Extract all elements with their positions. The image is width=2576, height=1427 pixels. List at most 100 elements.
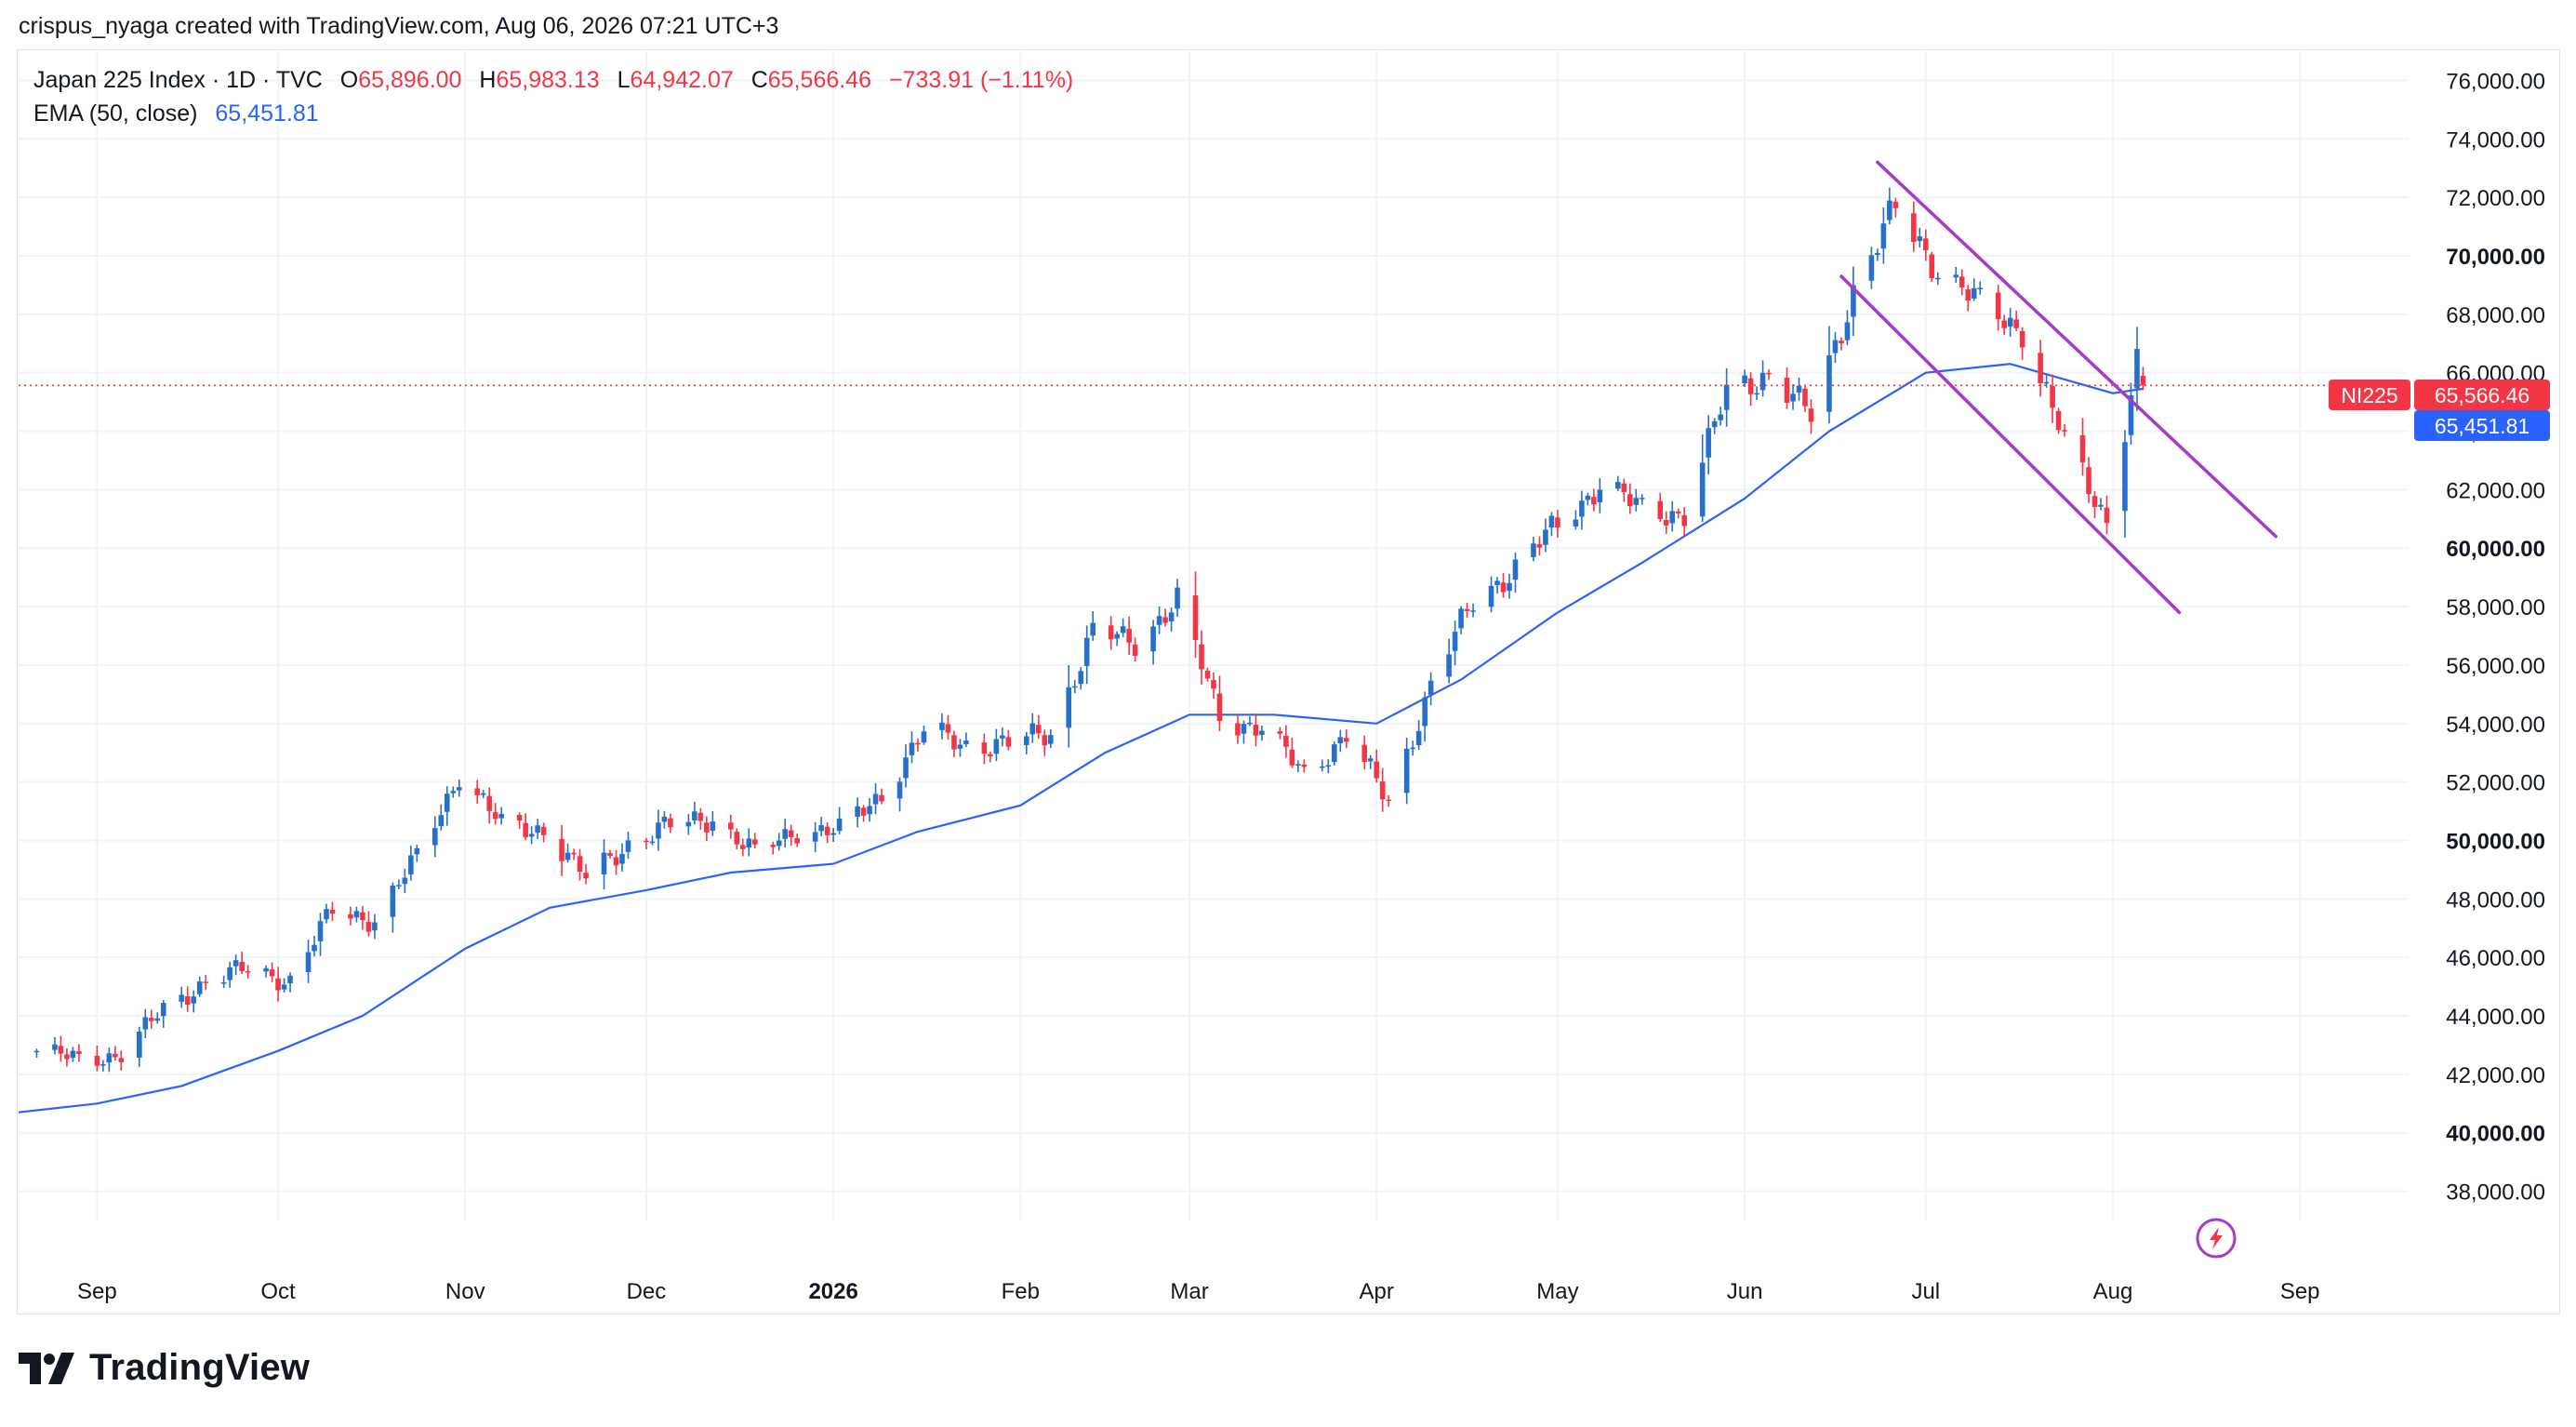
candle-body [329,909,336,914]
price-tick-label: 68,000.00 [2446,303,2545,328]
candle-body [408,855,414,874]
candle-body [312,944,317,952]
candle-body [1325,765,1332,767]
ema-label[interactable]: EMA (50, close) [33,100,198,127]
channel-lines[interactable] [1839,160,2277,615]
candle-body [438,815,445,827]
channel-trendline [1839,274,2182,615]
candle-body [1241,724,1247,734]
change-value: −733.91 (−1.11%) [888,67,1074,93]
candle-body [1555,517,1560,528]
candle-body [1723,384,1730,410]
time-tick-label: Sep [2280,1279,2320,1304]
candle-body [836,818,843,832]
price-tick-label: 74,000.00 [2446,127,2545,153]
time-tick-label: Apr [1360,1279,1394,1304]
candle-body [142,1017,149,1030]
candle-body [353,911,360,918]
candle-body [1875,253,1880,256]
candle-body [1832,340,1839,353]
tradingview-logo-icon [19,1352,74,1384]
candle-body [1162,617,1168,623]
candle-body [818,825,824,832]
time-axis[interactable]: Sep Oct Nov Dec 2026 Feb Mar Apr May Jun Jul Aug Sep [77,1279,2320,1304]
candle-body [1657,500,1664,519]
candle-body [1247,722,1253,725]
chart-frame[interactable] [17,49,2560,1314]
candle-body [782,829,789,839]
candle-body [981,742,988,754]
candle-body [1826,354,1832,412]
candle-body [148,1018,154,1021]
price-tick-label: 48,000.00 [2446,887,2545,913]
candle-body [746,838,752,848]
price-badges: NI225 65,566.46 65,451.81 [2329,380,2550,441]
candle-body [64,1054,70,1060]
symbol-description[interactable]: Japan 225 Index · 1D · TVC [33,67,323,93]
candle-body [625,840,631,852]
candle-body [704,822,710,833]
candle-body [1047,735,1054,744]
candle-body [1289,749,1295,766]
candle-body [1977,287,1984,289]
close-label: C [750,67,768,93]
candle-body [160,1003,166,1017]
candle-body [1120,626,1126,633]
candle-body [1343,738,1349,742]
candle-body [528,834,535,837]
candle-body [402,877,408,885]
candle-body [154,1018,161,1021]
candle-body [1204,670,1211,679]
candle-body [1379,781,1386,800]
candle-body [728,822,734,830]
candle-body [872,794,879,805]
candle-body [1320,766,1325,768]
low-label: L [617,67,631,93]
candle-body [770,845,777,847]
candle-body [583,873,589,879]
candle-body [1403,748,1410,794]
price-axis[interactable]: 76,000.00 74,000.00 72,000.00 70,000.00 68,0… [2446,69,2545,1205]
candle-body [1718,414,1723,420]
candle-body [1488,585,1494,607]
chart-credit: crispus_nyaga created with TradingView.c… [19,13,779,39]
candle-body [100,1063,106,1066]
price-chart[interactable]: 76,000.00 74,000.00 72,000.00 70,000.00 68,0… [0,0,2576,1321]
candle-body [1917,236,1923,242]
candle-body [903,757,909,779]
candle-body [1536,543,1543,548]
ema-line [18,363,2144,1114]
candle-body [287,975,293,984]
candle-body [324,909,329,920]
candle-body [1548,515,1555,528]
candle-body [2140,375,2146,386]
candle-body [1759,372,1766,391]
candle-body [1543,529,1548,545]
tradingview-logo[interactable]: TradingView [19,1347,310,1389]
lightning-icon[interactable] [2196,1218,2237,1259]
candle-body [571,852,577,855]
ema-row: EMA (50, close) 65,451.81 [33,97,1073,130]
candle-body [644,840,649,843]
candle-body [2086,467,2091,495]
candle-body [2091,496,2098,508]
candle-body [281,984,287,990]
candle-body [540,826,547,835]
price-tick-label: 46,000.00 [2446,946,2545,971]
candle-body [1494,580,1500,586]
price-tick-label: 70,000.00 [2446,245,2545,270]
candle-body [1253,724,1259,736]
candle-body [1295,764,1301,766]
candle-body [2079,434,2086,463]
candle-body [432,828,438,846]
candle-body [1959,276,1965,287]
time-tick-label: Feb [1002,1279,1040,1304]
candle-body [390,885,396,917]
candle-body [1507,582,1512,592]
candle-body [607,853,613,856]
candle-body [360,912,365,921]
candle-body [685,821,692,827]
candle-body [1747,378,1754,394]
candle-body [2104,507,2110,524]
candle-body [1337,737,1344,743]
